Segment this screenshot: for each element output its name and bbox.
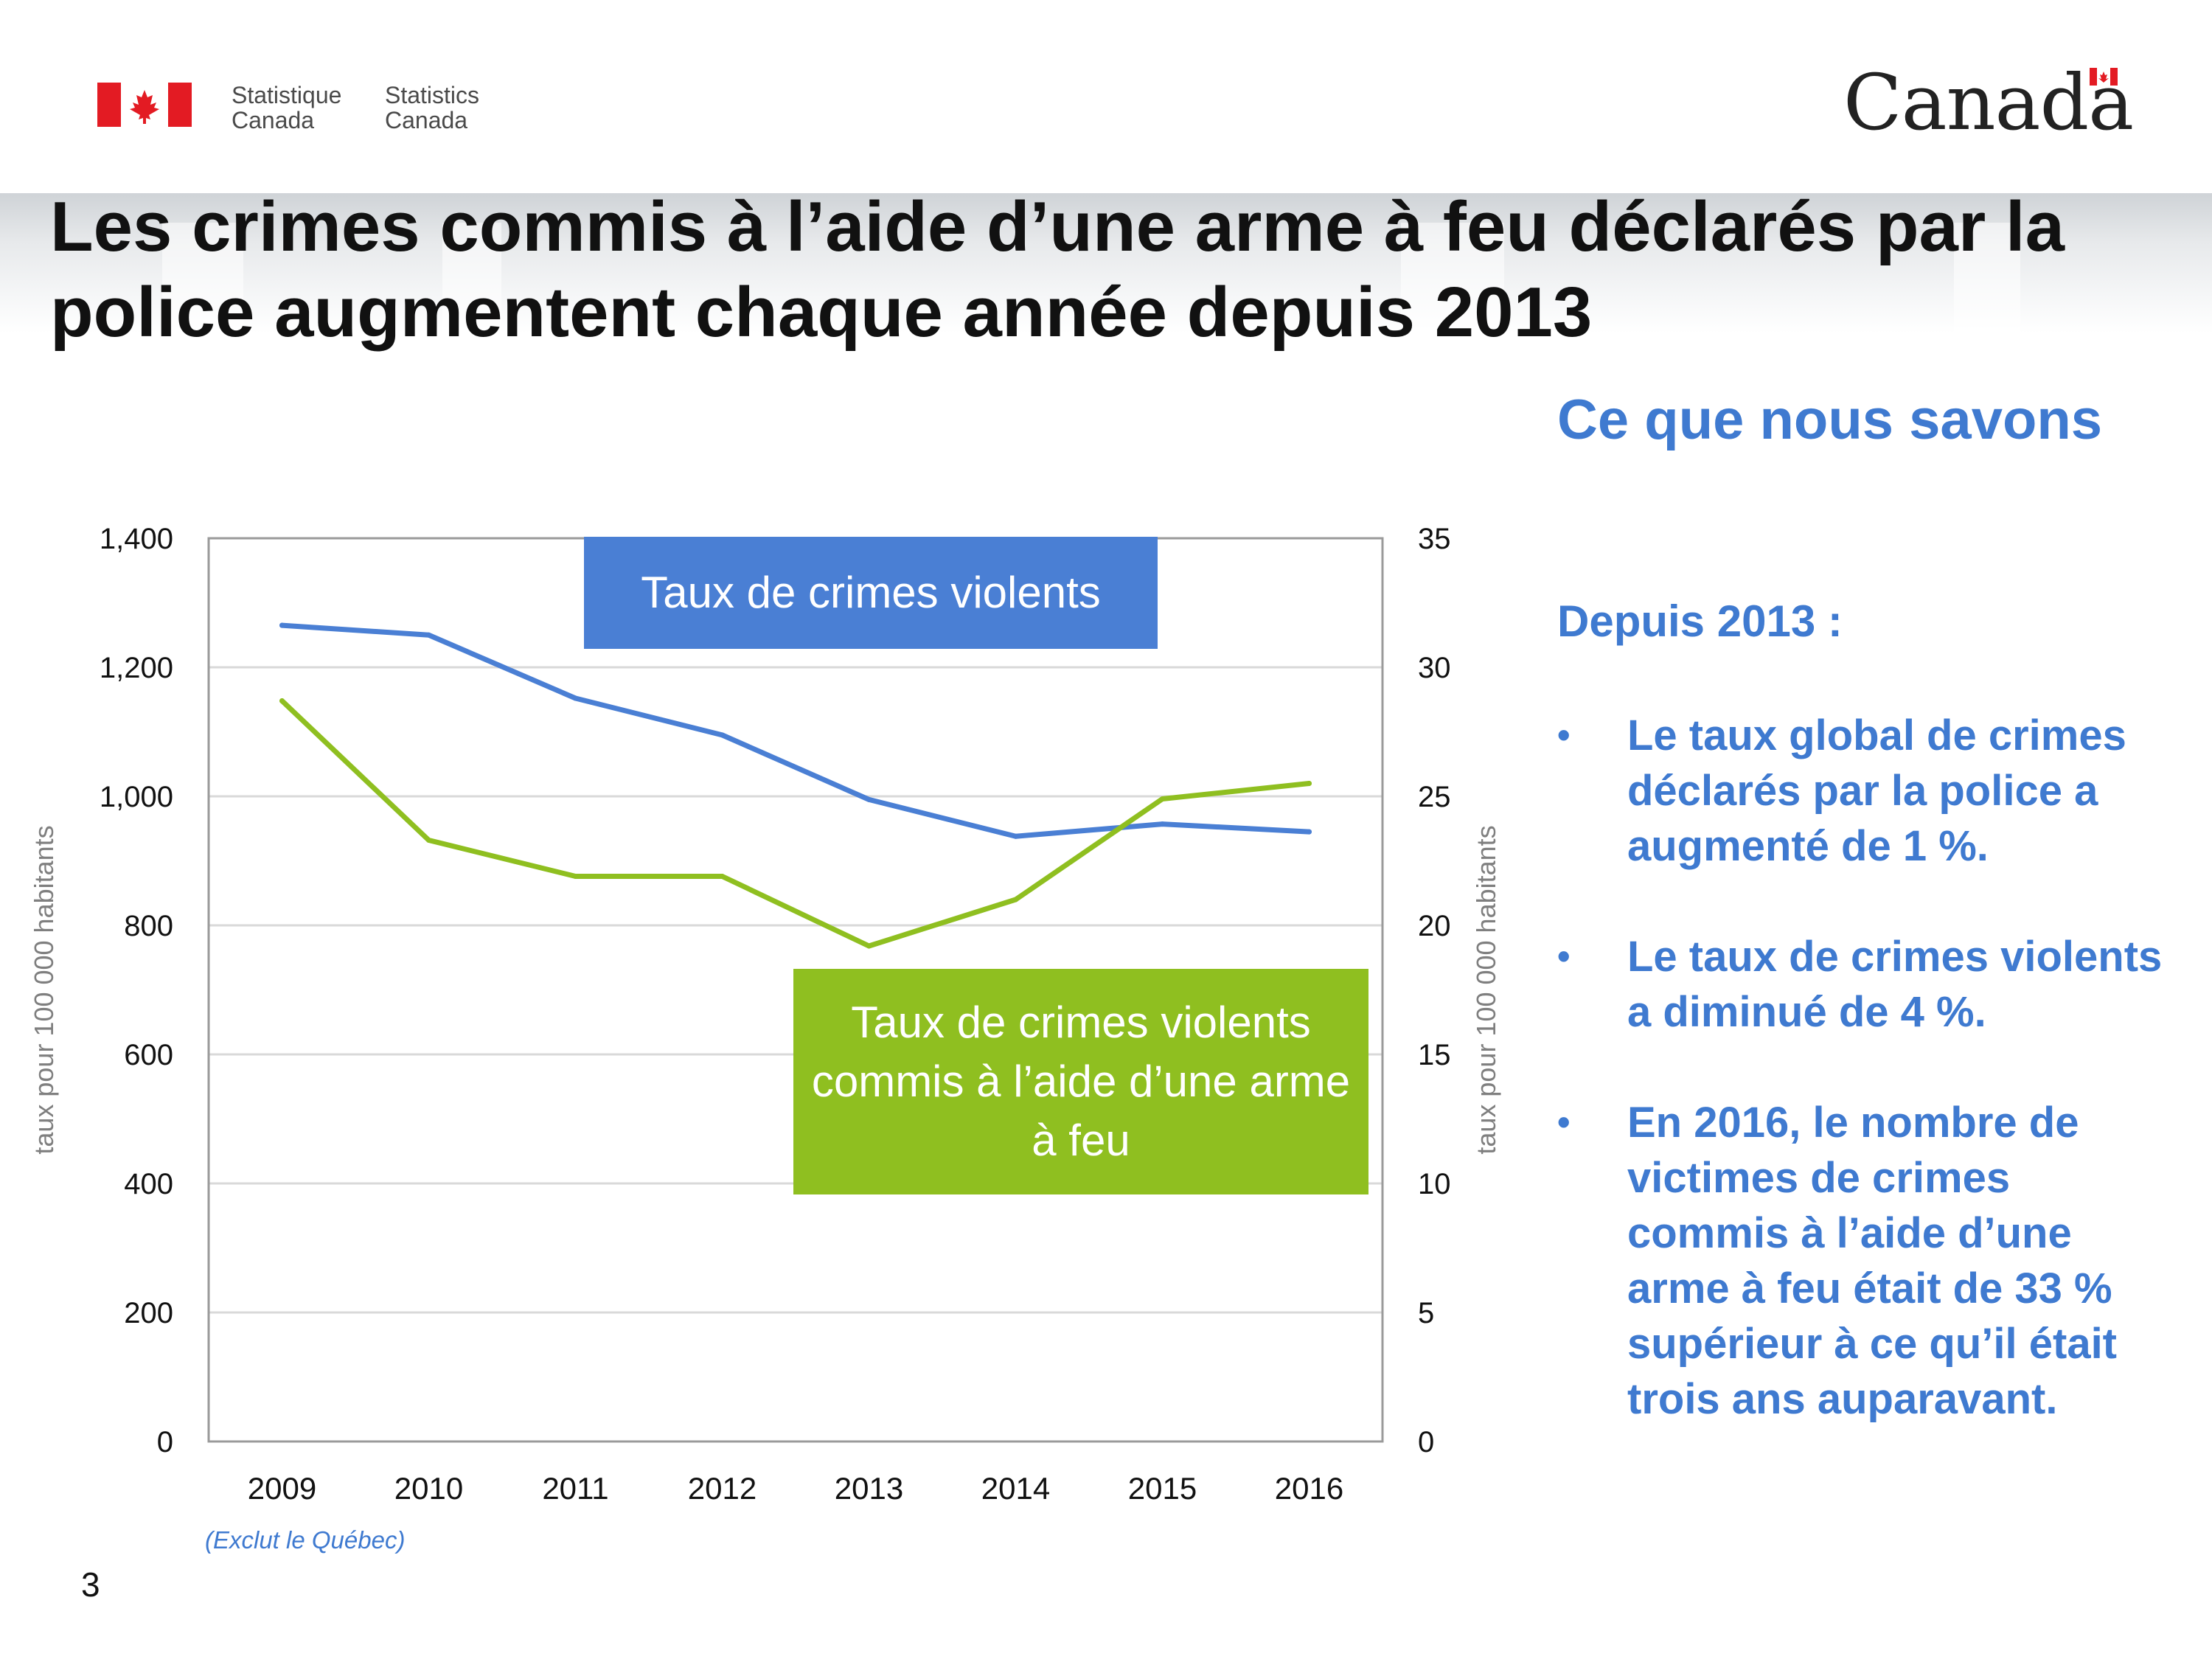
y-left-tick-label: 1,000: [100, 781, 173, 813]
header-bar: [0, 0, 2212, 193]
data-point: [426, 838, 431, 843]
data-point: [1013, 897, 1018, 902]
x-tick-label: 2015: [1128, 1471, 1197, 1506]
data-point: [279, 622, 285, 628]
line-chart: 0 200 400 600 800 1,000 1,200 1,400 0 5 10 15 20 25 3…: [29, 523, 1501, 1506]
data-point: [1013, 833, 1018, 839]
series-line-violent-crime: [279, 622, 1312, 839]
data-point: [1307, 781, 1312, 786]
bullet-icon: •: [1557, 936, 1571, 977]
y-right-tick-label: 20: [1418, 910, 1451, 942]
page-number: 3: [81, 1565, 100, 1604]
data-point: [426, 632, 431, 638]
x-tick-label: 2010: [394, 1471, 463, 1506]
y-left-tick-label: 0: [157, 1426, 173, 1458]
wordmark-flag-icon: [2090, 68, 2118, 86]
y-left-tick-label: 200: [124, 1297, 173, 1329]
y-right-tick-label: 35: [1418, 523, 1451, 555]
y-right-tick-label: 5: [1418, 1297, 1434, 1329]
list-item: • En 2016, le nombre de victimes de crime…: [1557, 1095, 2177, 1427]
data-point: [573, 695, 578, 701]
series-label-firearm-crime: Taux de crimes violents commis à l’aide …: [793, 969, 1368, 1194]
list-item-text: Le taux de crimes violents a diminué de …: [1627, 933, 2163, 1036]
y-left-tick-label: 400: [124, 1168, 173, 1200]
footnote: (Exclut le Québec): [205, 1526, 406, 1554]
y-axis-left-label: taux pour 100 000 habitants: [29, 825, 59, 1154]
side-subheading: Depuis 2013 :: [1557, 597, 1843, 646]
x-tick-label: 2012: [688, 1471, 757, 1506]
data-point: [866, 796, 872, 802]
bullet-icon: •: [1557, 714, 1571, 756]
canada-wordmark: Canada: [1843, 58, 2134, 147]
y-left-tick-label: 1,200: [100, 652, 173, 684]
agency-name-english: Statistics Canada: [385, 82, 480, 133]
x-tick-label: 2011: [542, 1471, 608, 1506]
list-item: • Le taux global de crimes déclarés par l…: [1557, 708, 2177, 874]
list-item: • Le taux de crimes violents a diminué de…: [1557, 929, 2177, 1040]
list-item-text: En 2016, le nombre de victimes de crimes…: [1627, 1099, 2117, 1423]
data-point: [1160, 796, 1165, 801]
title-band-background: [0, 193, 2212, 333]
y-right-tick-label: 15: [1418, 1039, 1451, 1071]
bullet-icon: •: [1557, 1102, 1571, 1143]
side-heading: Ce que nous savons: [1557, 389, 2103, 451]
series-label-firearm-crime-text: Taux de crimes violents commis à l’aide …: [811, 998, 1351, 1165]
data-point: [1160, 821, 1165, 827]
series-line-firearm-crime: [279, 698, 1312, 949]
series-label-violent-crime-text: Taux de crimes violents: [641, 568, 1101, 617]
x-tick-label: 2014: [981, 1471, 1050, 1506]
canada-flag-icon: [97, 83, 192, 127]
data-point: [279, 698, 285, 703]
y-left-tick-label: 800: [124, 910, 173, 942]
key-findings-list: • Le taux global de crimes déclarés par l…: [1557, 708, 2177, 1482]
slide-title: Les crimes commis à l’aide d’une arme à …: [50, 187, 2065, 352]
x-tick-label: 2013: [835, 1471, 903, 1506]
y-right-tick-label: 25: [1418, 781, 1451, 813]
y-axis-right-label: taux pour 100 000 habitants: [1471, 825, 1501, 1154]
y-left-tick-label: 1,400: [100, 523, 173, 555]
y-left-tick-label: 600: [124, 1039, 173, 1071]
data-point: [720, 732, 725, 738]
data-point: [573, 874, 578, 879]
list-item-text: Le taux global de crimes déclarés par la…: [1627, 712, 2126, 870]
y-right-tick-label: 10: [1418, 1168, 1451, 1200]
x-tick-label: 2009: [248, 1471, 316, 1506]
data-point: [720, 874, 725, 879]
x-tick-label: 2016: [1275, 1471, 1343, 1506]
agency-name-french: Statistique Canada: [232, 82, 342, 133]
series-label-violent-crime: Taux de crimes violents: [584, 537, 1158, 649]
y-right-tick-label: 0: [1418, 1426, 1434, 1458]
y-right-tick-label: 30: [1418, 652, 1451, 684]
data-point: [1307, 829, 1312, 835]
data-point: [866, 943, 872, 949]
